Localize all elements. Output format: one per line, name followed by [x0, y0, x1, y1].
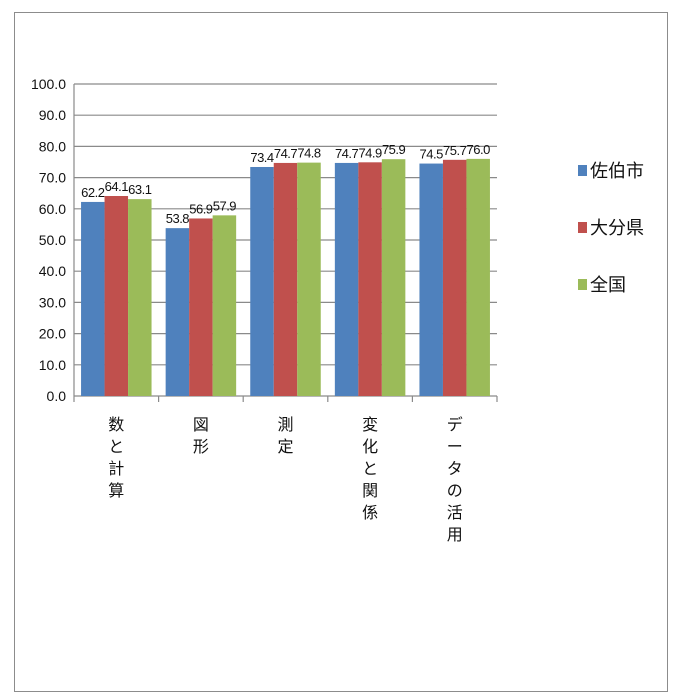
- bar: [297, 162, 321, 396]
- data-label: 64.1: [105, 179, 129, 194]
- bar: [273, 162, 298, 396]
- data-label: 75.7: [443, 143, 467, 158]
- bar: [466, 158, 490, 396]
- y-axis: 0.0 10.0 20.0 30.0 40.0 50.0 60.0 70.0 80.0 90.0 1…: [31, 76, 497, 404]
- y-tick-label: 100.0: [31, 76, 66, 92]
- y-tick-label: 60.0: [39, 201, 66, 217]
- bar: [442, 159, 467, 396]
- data-label: 74.7: [335, 146, 359, 161]
- y-tick-label: 30.0: [39, 294, 66, 310]
- bar: [104, 196, 129, 396]
- y-tick-label: 90.0: [39, 107, 66, 123]
- category-label: 変化と関係: [362, 415, 378, 522]
- legend-label: 佐伯市: [590, 161, 644, 182]
- y-tick-label: 40.0: [39, 263, 66, 279]
- data-label: 74.5: [420, 147, 444, 162]
- data-label: 73.4: [250, 150, 274, 165]
- data-label: 75.9: [382, 142, 406, 157]
- data-label: 76.0: [467, 142, 491, 157]
- data-label: 53.8: [166, 211, 190, 226]
- y-tick-label: 70.0: [39, 170, 66, 186]
- bars: [81, 158, 490, 396]
- x-axis: 数と計算 図形 測定 変化と関係 データの活用: [73, 396, 498, 544]
- legend-label: 全国: [590, 275, 626, 296]
- data-label: 57.9: [213, 198, 237, 213]
- category-label: 測定: [277, 415, 293, 456]
- category-label: 図形: [193, 415, 209, 456]
- bar: [81, 201, 105, 396]
- bar: [165, 228, 190, 396]
- category-label: 数と計算: [108, 415, 124, 500]
- data-label: 74.8: [297, 146, 321, 161]
- data-label: 74.7: [274, 146, 298, 161]
- bar: [250, 166, 274, 396]
- bar: [189, 218, 213, 396]
- data-label: 63.1: [128, 182, 152, 197]
- bar: [381, 159, 406, 396]
- data-label: 74.9: [358, 145, 382, 160]
- y-tick-label: 80.0: [39, 138, 66, 154]
- legend-swatch: [578, 222, 587, 233]
- legend-label: 大分県: [590, 218, 644, 239]
- data-label: 56.9: [189, 201, 213, 216]
- bar: [358, 162, 382, 396]
- y-tick-label: 20.0: [39, 326, 66, 342]
- bar: [419, 163, 443, 396]
- y-tick-label: 50.0: [39, 232, 66, 248]
- bar: [212, 215, 237, 396]
- category-label: データの活用: [447, 415, 463, 544]
- data-labels: 62.2 64.1 63.153.856.9 57.973.4 74.7 74.8 74.7…: [81, 142, 490, 226]
- bar: [128, 199, 152, 396]
- legend-swatch: [578, 165, 587, 176]
- legend-swatch: [578, 279, 587, 290]
- bar: [334, 162, 359, 396]
- y-tick-label: 0.0: [47, 388, 67, 404]
- y-tick-label: 10.0: [39, 357, 66, 373]
- data-label: 62.2: [81, 185, 105, 200]
